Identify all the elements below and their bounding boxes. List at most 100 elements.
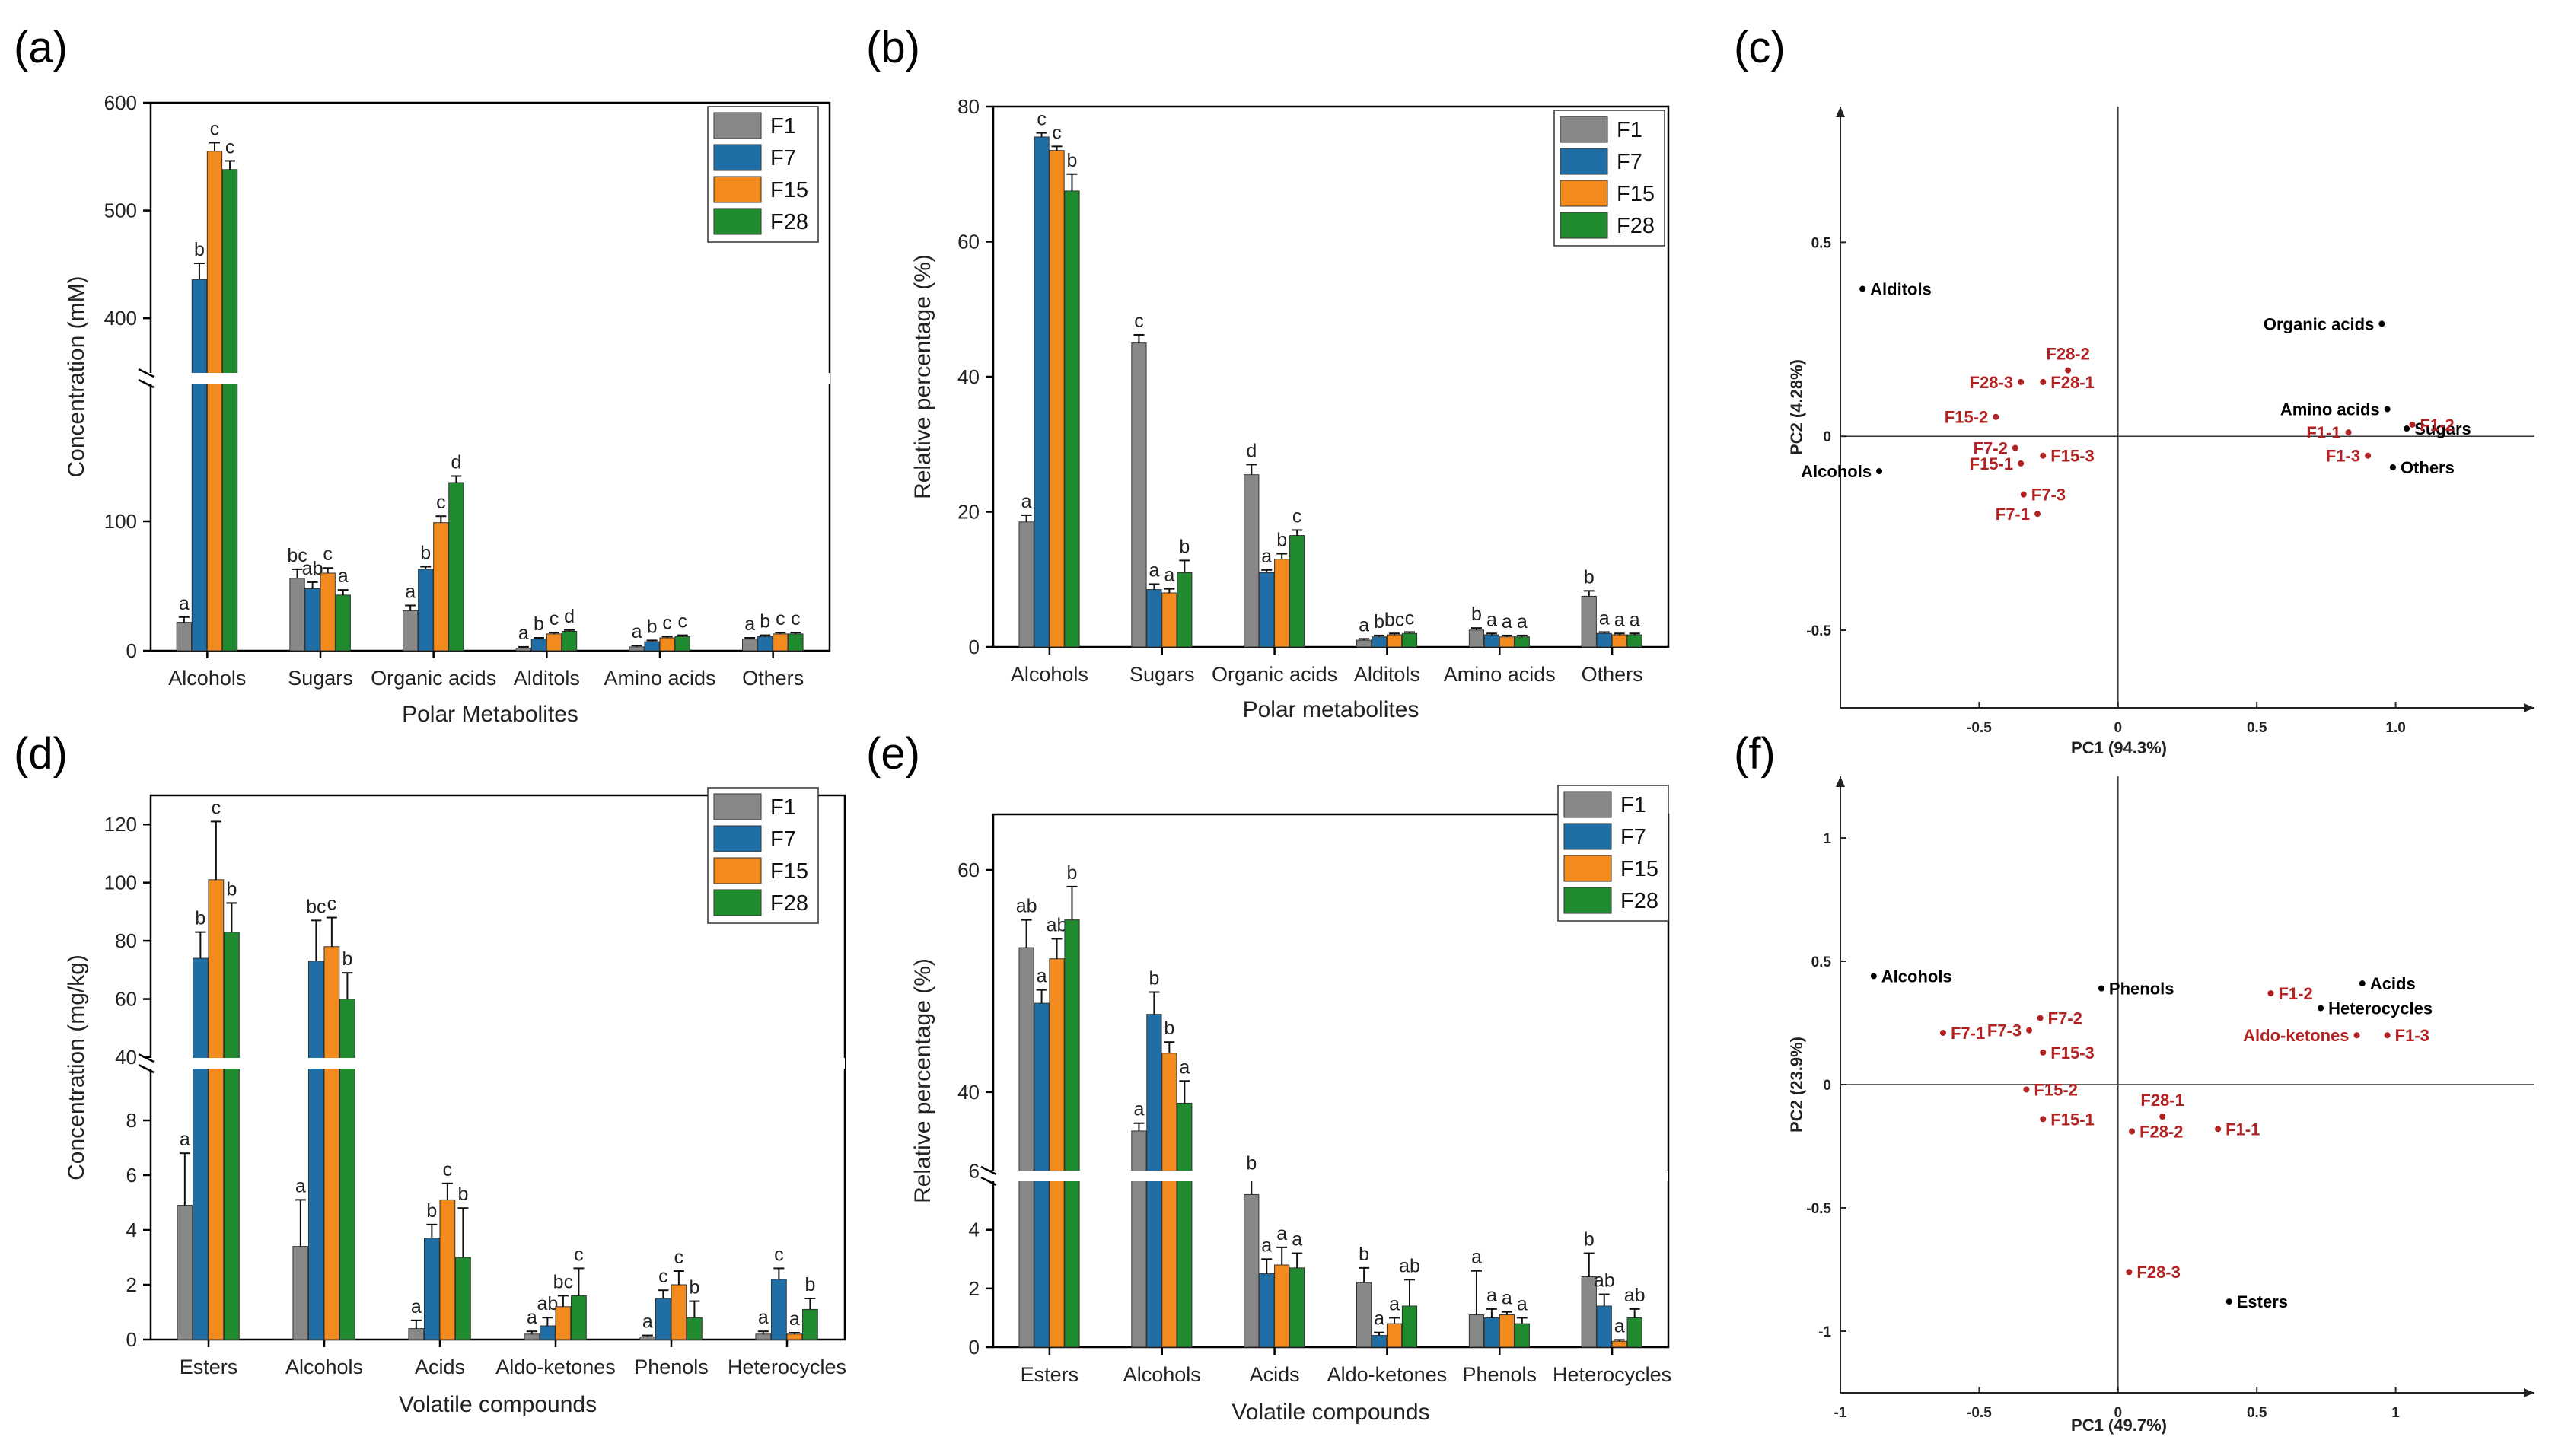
significance-letter: a — [789, 1308, 800, 1330]
x-axis-label: Volatile compounds — [1231, 1400, 1429, 1425]
samples-label: F7-3 — [1987, 1021, 2022, 1040]
bar-f15 — [1611, 1340, 1627, 1348]
samples-label: F7-1 — [1996, 505, 2030, 524]
y-tick-label: 0 — [969, 636, 980, 658]
significance-letter: a — [1133, 1099, 1144, 1120]
significance-letter: b — [1584, 1229, 1595, 1251]
x-tick-label: Organic acids — [371, 667, 496, 690]
significance-letter: d — [1246, 440, 1257, 461]
x-tick-label: 0 — [2114, 720, 2123, 736]
bar-f7 — [1371, 1335, 1388, 1348]
axis-break — [983, 1171, 1668, 1181]
bar-f7 — [770, 1279, 787, 1340]
bar-f28 — [335, 594, 351, 652]
samples-point — [2384, 1032, 2391, 1039]
y-axis-arrow — [1836, 776, 1845, 787]
bar-f28 — [221, 169, 238, 652]
bar-f7 — [1259, 572, 1275, 648]
bar-f7 — [655, 1298, 671, 1340]
variables-label: Alditols — [1870, 280, 1932, 299]
bar-f15 — [208, 879, 225, 1340]
legend-swatch-f15 — [713, 176, 762, 203]
y-tick-label: 0 — [969, 1336, 980, 1359]
bar-f1 — [292, 1246, 309, 1340]
legend-swatch-f7 — [713, 825, 762, 852]
variables-point — [1859, 285, 1866, 292]
samples-label: F28-2 — [2046, 345, 2089, 364]
bar-f1 — [629, 646, 645, 652]
x-tick-label: Amino acids — [1444, 663, 1556, 686]
bar-f15 — [1611, 634, 1627, 648]
legend-swatch-f7 — [713, 144, 762, 171]
significance-letter: c — [550, 608, 559, 629]
bar-f1 — [524, 1333, 540, 1340]
bar-f7 — [423, 1238, 440, 1340]
significance-letter: a — [1374, 1308, 1384, 1330]
significance-letter: a — [295, 1175, 306, 1196]
legend-swatch-f28 — [1563, 887, 1612, 914]
y-tick-label: -0.5 — [1806, 1201, 1831, 1217]
bar-f1 — [639, 1336, 656, 1340]
x-tick-label: Amino acids — [604, 667, 715, 690]
significance-letter: a — [1037, 966, 1047, 987]
bar-f7 — [644, 641, 660, 652]
legend-swatch-f7 — [1563, 823, 1612, 850]
x-tick-label: Alditols — [1354, 663, 1420, 686]
legend-label: F7 — [770, 827, 796, 852]
bar-f7 — [1483, 1317, 1500, 1348]
significance-letter: a — [405, 581, 416, 603]
significance-letter: b — [1164, 1018, 1174, 1039]
axis-break — [140, 1058, 845, 1069]
variables-point — [2384, 406, 2391, 413]
y-tick-label: -0.5 — [1806, 623, 1831, 639]
legend: F1 F7 F15 F28 — [707, 787, 819, 924]
samples-point — [2353, 1032, 2360, 1039]
legend-swatch-f1 — [713, 793, 762, 820]
x-axis-label: Volatile compounds — [399, 1392, 597, 1417]
samples-point — [2037, 1015, 2044, 1021]
y-tick-label: 2 — [126, 1273, 137, 1296]
y-tick-label: 6 — [126, 1164, 137, 1187]
plot-frame — [992, 813, 1670, 1349]
significance-letter: a — [1261, 546, 1272, 567]
significance-letter: c — [212, 797, 221, 818]
bar-f28 — [1289, 1267, 1305, 1348]
significance-letter: a — [1261, 1235, 1272, 1256]
legend: F1 F7 F15 F28 — [707, 106, 819, 243]
y-tick-label: 40 — [957, 1081, 980, 1104]
samples-point — [2040, 452, 2047, 459]
legend-label: F28 — [1617, 214, 1655, 238]
variables-label: Amino acids — [2280, 400, 2380, 419]
significance-letter: a — [1502, 1288, 1512, 1309]
legend-label: F7 — [1617, 150, 1642, 174]
x-tick-label: Acids — [1250, 1363, 1300, 1386]
samples-label: F7-2 — [1974, 439, 2008, 458]
legend: F1 F7 F15 F28 — [1553, 110, 1665, 247]
axis-break-mark — [138, 1063, 155, 1074]
significance-letter: ab — [1016, 896, 1037, 917]
bar-f15 — [1499, 1314, 1515, 1348]
x-tick-label: Alcohols — [1123, 1363, 1201, 1386]
variables-point — [2378, 320, 2385, 327]
samples-label: F28-3 — [1970, 373, 2013, 392]
bar-f7 — [192, 957, 209, 1340]
samples-label: Aldo-ketones — [2243, 1026, 2349, 1045]
samples-label: F15-1 — [1970, 454, 2013, 473]
significance-letter: a — [1502, 611, 1512, 632]
significance-letter: c — [443, 1159, 453, 1180]
bar-f15 — [555, 1306, 572, 1340]
significance-letter: a — [1517, 611, 1528, 632]
panel-label: (a) — [14, 23, 68, 72]
y-tick-label: 4 — [969, 1219, 980, 1241]
bar-f7 — [530, 639, 547, 652]
y-tick-label: 60 — [957, 859, 980, 881]
bar-f1 — [176, 622, 193, 652]
significance-letter: c — [210, 118, 220, 139]
variables-label: Sugars — [2414, 419, 2471, 438]
legend-swatch-f1 — [1560, 116, 1608, 143]
variables-label: Organic acids — [2264, 314, 2375, 333]
samples-point — [2365, 452, 2372, 459]
x-tick-label: 1 — [2391, 1405, 2400, 1421]
bar-f28 — [1514, 636, 1530, 648]
